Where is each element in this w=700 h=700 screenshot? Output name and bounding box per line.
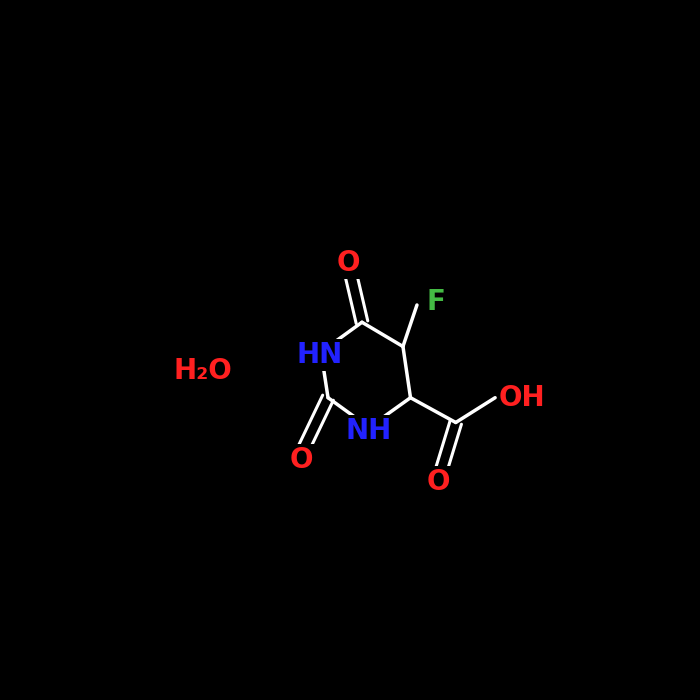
Text: H₂O: H₂O: [173, 357, 232, 385]
Text: OH: OH: [499, 384, 545, 412]
Text: HN: HN: [297, 341, 343, 369]
Text: O: O: [289, 446, 313, 474]
Text: O: O: [337, 249, 360, 277]
Text: O: O: [427, 468, 450, 496]
Text: NH: NH: [346, 416, 392, 444]
Text: F: F: [426, 288, 445, 316]
